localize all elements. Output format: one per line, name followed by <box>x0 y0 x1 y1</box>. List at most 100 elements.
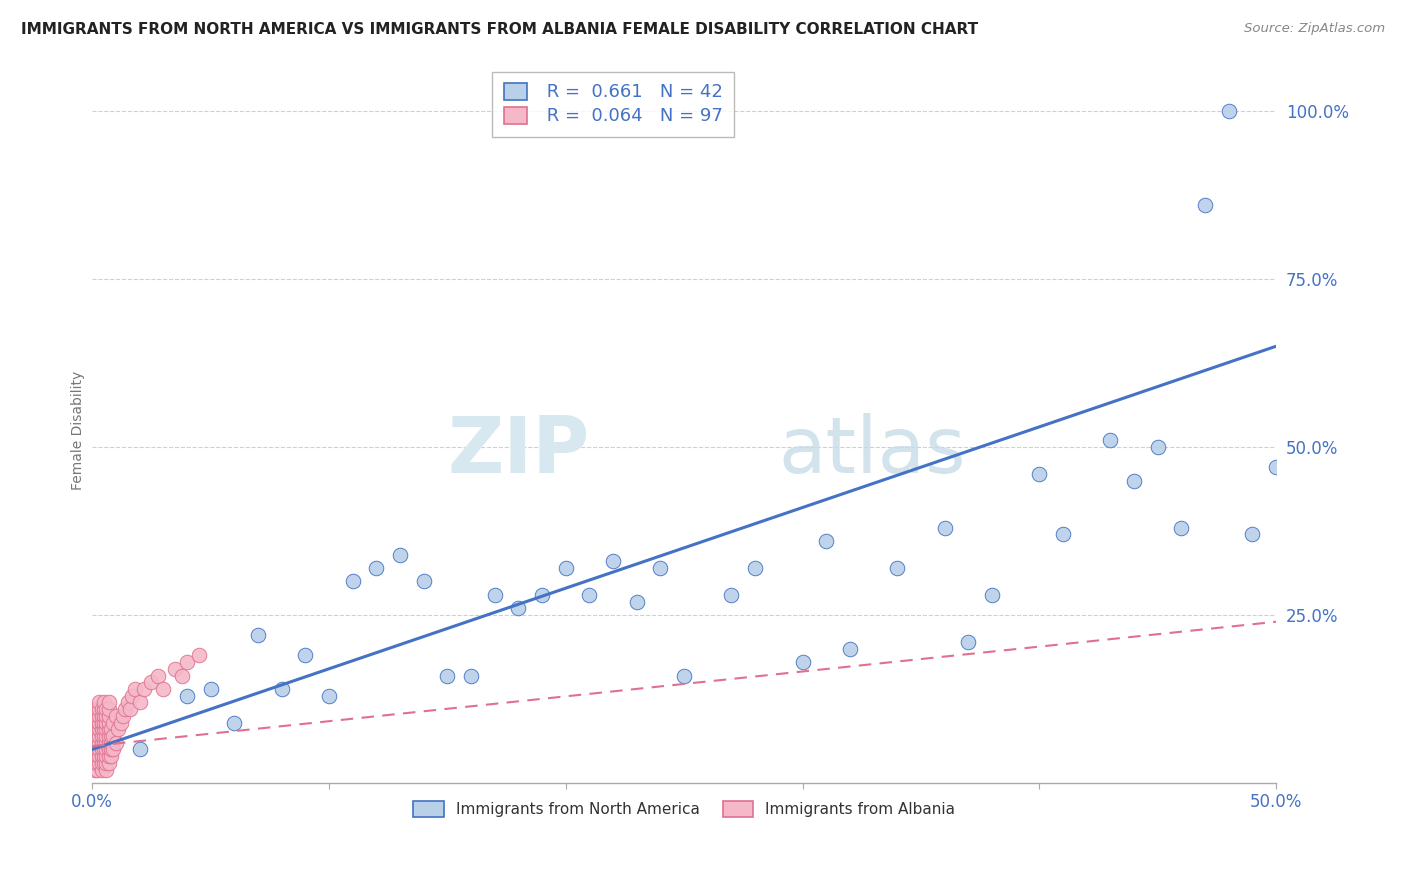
Text: ZIP: ZIP <box>447 413 589 490</box>
Point <box>90 702 112 716</box>
Point <box>93 702 115 716</box>
Point <box>100 736 122 750</box>
Point <box>128 742 150 756</box>
Point <box>93 729 115 743</box>
Point <box>128 695 150 709</box>
Point <box>83 742 105 756</box>
Point <box>673 668 696 682</box>
Point <box>90 715 112 730</box>
Point <box>172 668 194 682</box>
Point <box>114 702 136 716</box>
Point <box>1170 521 1192 535</box>
Point <box>89 729 111 743</box>
Point <box>86 756 108 770</box>
Point <box>97 702 120 716</box>
Point <box>83 736 105 750</box>
Point <box>90 756 112 770</box>
Point <box>111 709 134 723</box>
Point <box>86 749 108 764</box>
Point <box>165 662 187 676</box>
Point <box>97 709 120 723</box>
Point <box>104 709 127 723</box>
Point <box>96 709 118 723</box>
Point <box>86 709 108 723</box>
Point <box>578 588 600 602</box>
Point <box>83 749 105 764</box>
Point <box>89 715 111 730</box>
Point <box>86 736 108 750</box>
Point <box>602 554 624 568</box>
Point <box>93 736 115 750</box>
Point <box>89 749 111 764</box>
Point <box>90 723 112 737</box>
Point <box>1052 527 1074 541</box>
Point <box>96 715 118 730</box>
Point <box>103 742 125 756</box>
Point <box>97 736 120 750</box>
Point <box>141 675 163 690</box>
Point <box>934 521 956 535</box>
Point <box>86 715 108 730</box>
Point <box>294 648 316 663</box>
Point <box>89 723 111 737</box>
Point <box>720 588 742 602</box>
Point <box>96 763 118 777</box>
Point <box>886 561 908 575</box>
Point <box>134 681 156 696</box>
Point <box>83 763 105 777</box>
Point <box>148 668 170 682</box>
Point <box>100 749 122 764</box>
Point <box>89 736 111 750</box>
Point <box>90 729 112 743</box>
Point <box>531 588 554 602</box>
Point <box>93 742 115 756</box>
Point <box>1028 467 1050 481</box>
Point <box>110 715 132 730</box>
Point <box>97 749 120 764</box>
Text: Source: ZipAtlas.com: Source: ZipAtlas.com <box>1244 22 1385 36</box>
Point <box>626 594 648 608</box>
Point <box>96 702 118 716</box>
Point <box>508 601 530 615</box>
Point <box>97 756 120 770</box>
Point <box>1218 103 1240 118</box>
Point <box>93 715 115 730</box>
Point <box>83 756 105 770</box>
Point <box>270 681 292 696</box>
Point <box>97 723 120 737</box>
Point <box>100 742 122 756</box>
Point <box>96 729 118 743</box>
Point <box>97 742 120 756</box>
Point <box>176 689 198 703</box>
Point <box>83 723 105 737</box>
Point <box>246 628 269 642</box>
Point <box>176 655 198 669</box>
Point <box>117 695 139 709</box>
Point <box>93 749 115 764</box>
Point <box>89 695 111 709</box>
Point <box>90 709 112 723</box>
Point <box>554 561 576 575</box>
Point <box>1099 434 1122 448</box>
Point <box>152 681 174 696</box>
Point <box>124 681 146 696</box>
Point <box>89 742 111 756</box>
Text: IMMIGRANTS FROM NORTH AMERICA VS IMMIGRANTS FROM ALBANIA FEMALE DISABILITY CORRE: IMMIGRANTS FROM NORTH AMERICA VS IMMIGRA… <box>21 22 979 37</box>
Point <box>97 695 120 709</box>
Point <box>86 729 108 743</box>
Point <box>97 729 120 743</box>
Y-axis label: Female Disability: Female Disability <box>72 370 86 490</box>
Point <box>436 668 458 682</box>
Point <box>342 574 364 589</box>
Point <box>93 756 115 770</box>
Point <box>107 723 129 737</box>
Point <box>187 648 209 663</box>
Point <box>224 715 246 730</box>
Point <box>83 709 105 723</box>
Point <box>121 689 143 703</box>
Point <box>89 756 111 770</box>
Legend: Immigrants from North America, Immigrants from Albania: Immigrants from North America, Immigrant… <box>405 794 963 825</box>
Point <box>90 749 112 764</box>
Point <box>957 635 980 649</box>
Point <box>104 736 127 750</box>
